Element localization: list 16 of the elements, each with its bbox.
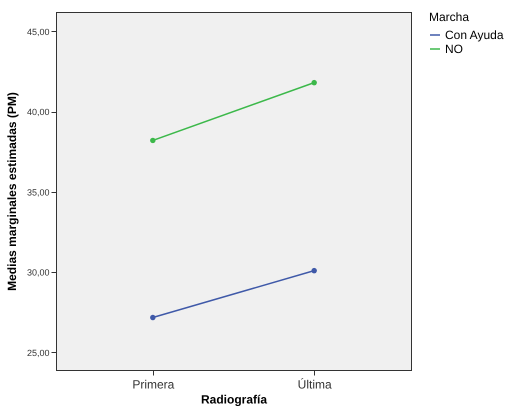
y-tick-label: 30,00	[26, 268, 50, 278]
point	[150, 314, 156, 320]
y-axis-title: Medias marginales estimadas (PM)	[4, 92, 19, 291]
point	[150, 138, 156, 144]
legend-label: Con Ayuda	[445, 28, 504, 42]
legend-label: NO	[445, 42, 463, 56]
point	[311, 268, 317, 274]
x-tick-label: Última	[298, 378, 332, 392]
y-tick-label: 25,00	[26, 348, 50, 358]
x-tick-label: Primera	[132, 378, 175, 392]
y-tick-label: 40,00	[26, 107, 50, 118]
point	[311, 80, 317, 86]
x-axis-title: Radiografía	[200, 392, 268, 406]
legend-title: Marcha	[429, 10, 470, 24]
y-tick-label: 35,00	[26, 187, 50, 198]
y-tick-label: 45,00	[26, 26, 50, 37]
